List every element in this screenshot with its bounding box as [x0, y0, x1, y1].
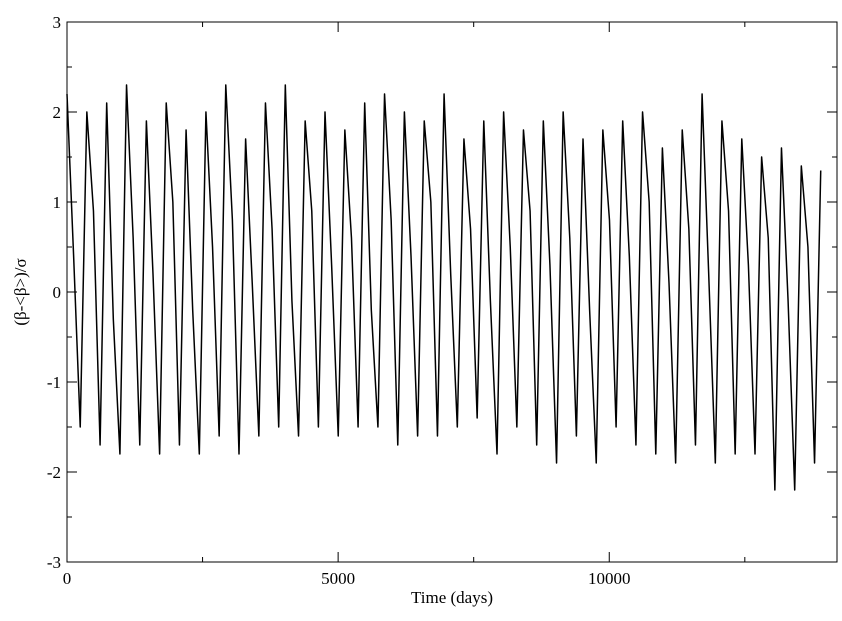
y-axis-title: (β-<β>)/σ: [11, 258, 30, 325]
y-tick-label: 2: [53, 103, 62, 122]
data-line: [66, 84, 822, 491]
x-axis-title: Time (days): [411, 588, 493, 607]
y-tick-label: -3: [47, 553, 61, 572]
y-tick-label: 0: [53, 283, 62, 302]
y-tick-label: -2: [47, 463, 61, 482]
y-tick-label: 1: [53, 193, 62, 212]
y-tick-label: 3: [53, 13, 62, 32]
x-tick-label: 10000: [588, 569, 631, 588]
x-tick-label: 5000: [321, 569, 355, 588]
x-tick-label: 0: [63, 569, 72, 588]
y-tick-label: -1: [47, 373, 61, 392]
